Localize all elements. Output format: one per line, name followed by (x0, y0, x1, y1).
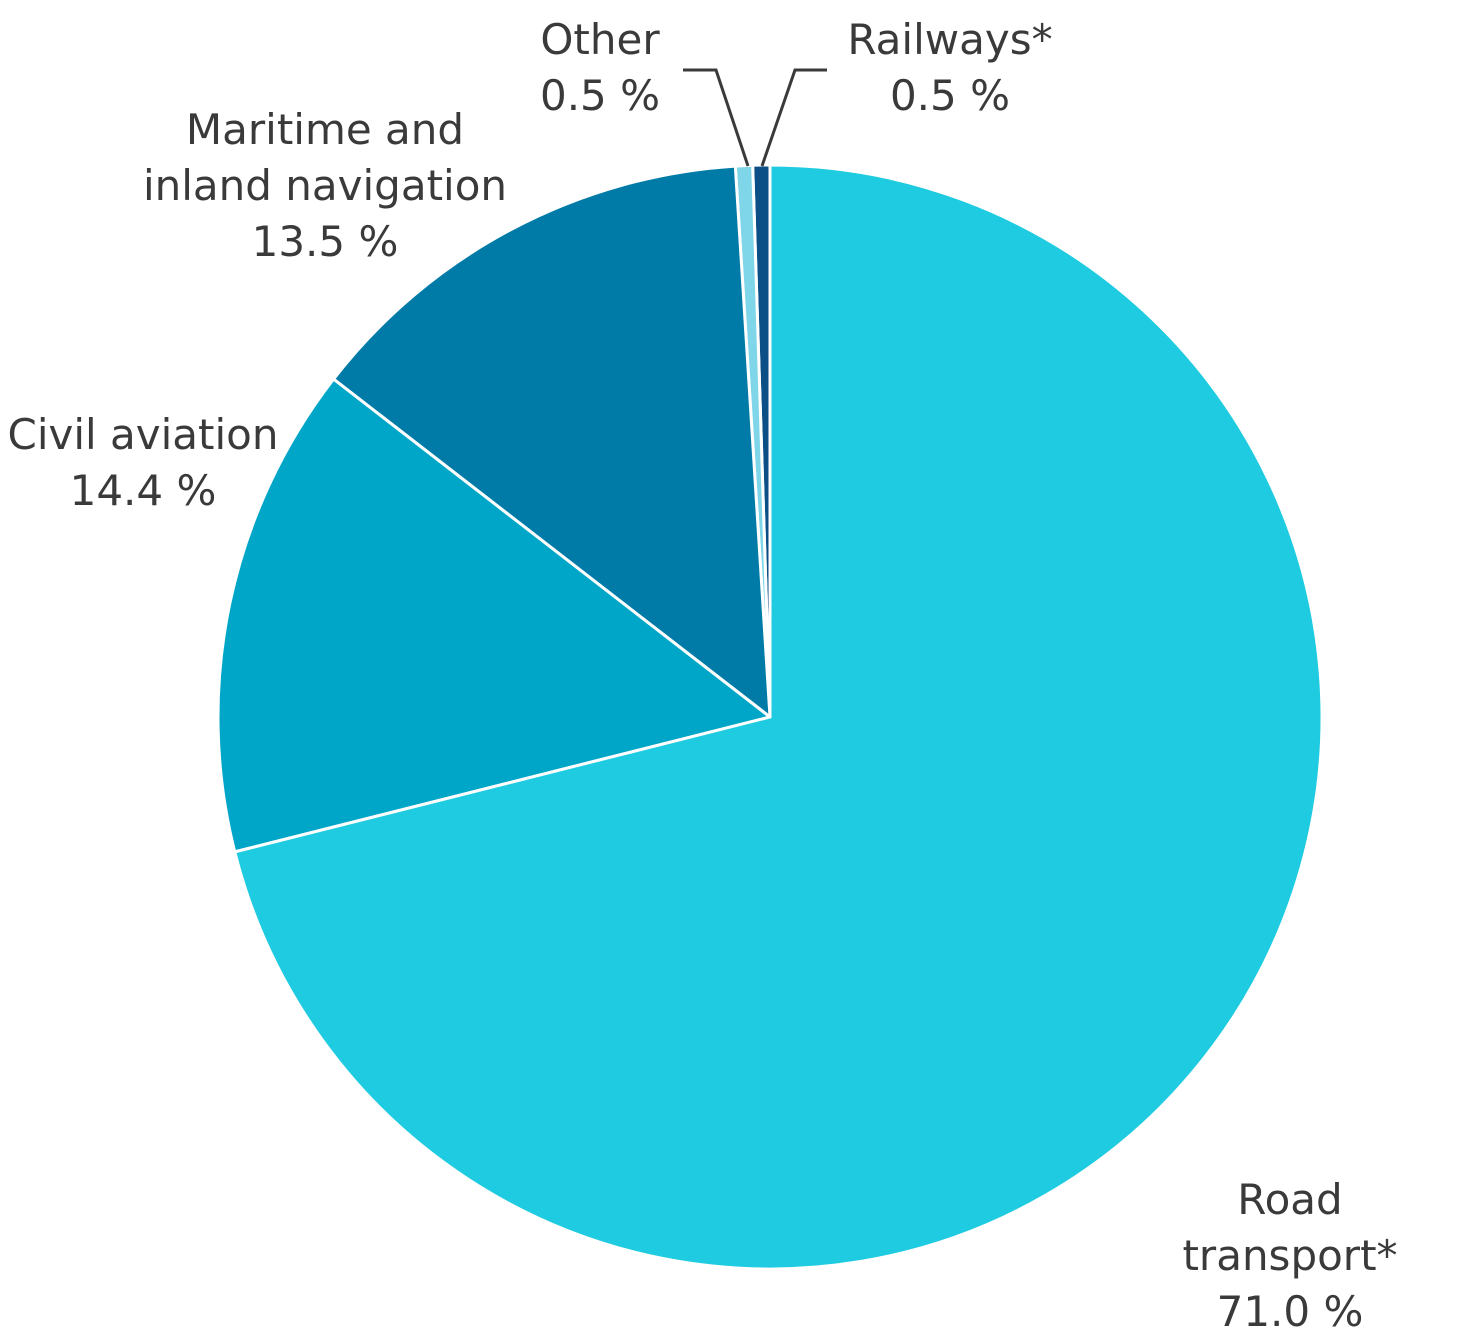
value-label: 0.5 % (539, 71, 661, 120)
category-label: Maritime and inland navigation (142, 105, 508, 210)
value-label: 13.5 % (251, 217, 399, 266)
slice-label: Road transport* 71.0 % (1182, 1172, 1397, 1340)
slice-label: Civil aviation 14.4 % (8, 407, 279, 519)
value-label: 71.0 % (1216, 1287, 1364, 1336)
slice-label: Railways* 0.5 % (847, 12, 1052, 124)
category-label: Railways* (847, 15, 1053, 64)
slice-label: Other 0.5 % (540, 12, 660, 124)
page: {"chart_data": {"type": "pie", "categori… (7, 12, 1398, 1336)
value-label: 0.5 % (889, 71, 1011, 120)
slice-label: Maritime and inland navigation 13.5 % (143, 102, 507, 270)
leader-lines (683, 68, 827, 167)
chart (216, 68, 1324, 1271)
category-label: Other (540, 15, 660, 64)
category-label: Civil aviation (7, 410, 279, 459)
pie-slice (216, 376, 774, 854)
category-label: Road transport* (1182, 1175, 1398, 1280)
leader-line (683, 68, 750, 167)
pie-slice (331, 164, 772, 721)
value-label: 14.4 % (69, 466, 217, 515)
pie-slice (232, 163, 1324, 1271)
leader-line (760, 68, 827, 167)
